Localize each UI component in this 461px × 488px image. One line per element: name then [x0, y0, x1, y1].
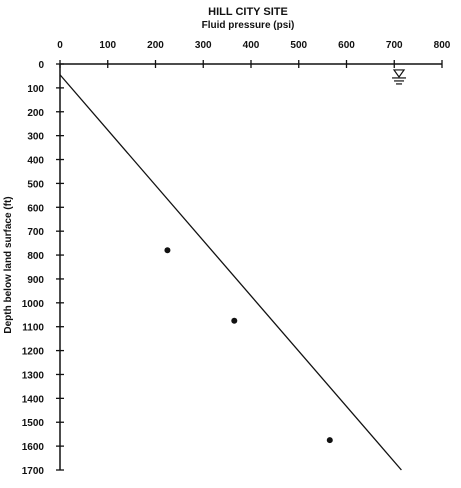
- x-tick-label: 800: [434, 40, 451, 51]
- x-tick-label: 600: [338, 40, 355, 51]
- x-tick-label: 700: [386, 40, 403, 51]
- y-tick-label: 1600: [22, 442, 45, 453]
- y-axis-ticks: 0 100 200 300 400 500 600 700 800 900 1000 1100 1200…: [22, 60, 64, 477]
- y-tick-label: 1500: [22, 418, 45, 429]
- y-tick-label: 1400: [22, 394, 45, 405]
- y-tick-label: 300: [27, 132, 44, 143]
- data-point: [164, 247, 171, 254]
- chart-title: HILL CITY SITE: [208, 6, 288, 18]
- y-tick-label: 1300: [22, 370, 45, 381]
- y-tick-label: 500: [27, 179, 44, 190]
- x-tick-label: 100: [99, 40, 116, 51]
- plot-area: [59, 74, 402, 471]
- annotations: [392, 69, 407, 85]
- x-tick-label: 300: [195, 40, 212, 51]
- data-point: [326, 437, 333, 444]
- y-tick-label: 100: [27, 84, 44, 95]
- y-tick-label: 900: [27, 275, 44, 286]
- data-point: [231, 317, 238, 324]
- y-tick-label: 400: [27, 156, 44, 167]
- y-tick-label: 200: [27, 108, 44, 119]
- y-axis-label: Depth below land surface (ft): [3, 196, 14, 333]
- y-tick-label: 700: [27, 227, 44, 238]
- y-tick-label: 0: [38, 60, 44, 71]
- y-tick-label: 1200: [22, 347, 45, 358]
- x-tick-label: 0: [57, 40, 63, 51]
- water-table-icon: [392, 69, 407, 85]
- x-axis-ticks: 0 100 200 300 400 500 600 700 800: [57, 40, 451, 68]
- x-tick-label: 200: [147, 40, 164, 51]
- y-tick-label: 1000: [22, 299, 45, 310]
- x-axis-label: Fluid pressure (psi): [202, 20, 295, 31]
- y-tick-label: 1100: [22, 323, 44, 334]
- x-tick-label: 400: [243, 40, 260, 51]
- y-tick-label: 600: [27, 203, 44, 214]
- y-tick-label: 800: [27, 251, 44, 262]
- x-tick-label: 500: [290, 40, 307, 51]
- pressure-gradient-line: [59, 74, 402, 471]
- y-tick-label: 1700: [22, 466, 45, 477]
